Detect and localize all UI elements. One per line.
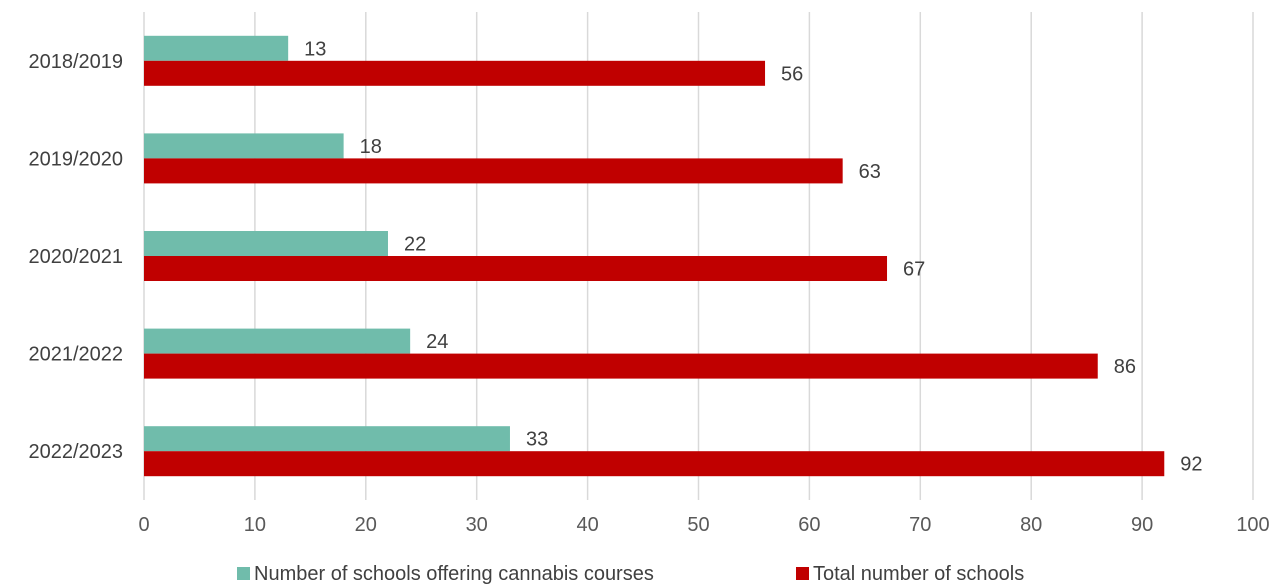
category-label: 2020/2021 xyxy=(28,246,123,268)
category-label: 2021/2022 xyxy=(28,344,123,366)
data-label: 13 xyxy=(304,38,326,60)
bar-total-2018/2019 xyxy=(144,60,766,86)
bar-courses-2020/2021 xyxy=(144,231,388,256)
legend-label: Total number of schools xyxy=(813,563,1024,585)
bar-courses-2021/2022 xyxy=(144,328,411,354)
category-label: 2019/2020 xyxy=(28,148,123,170)
bar-total-2021/2022 xyxy=(144,353,1098,379)
x-tick-label: 60 xyxy=(798,514,820,536)
bar-total-2019/2020 xyxy=(144,158,843,184)
data-label: 56 xyxy=(781,63,803,85)
legend-swatch xyxy=(796,567,809,580)
data-label: 67 xyxy=(903,259,925,281)
legend-label: Number of schools offering cannabis cour… xyxy=(254,563,654,585)
x-tick-label: 70 xyxy=(909,514,931,536)
data-label: 86 xyxy=(1114,356,1136,378)
x-tick-label: 100 xyxy=(1236,514,1269,536)
x-tick-label: 80 xyxy=(1020,514,1042,536)
bar-total-2020/2021 xyxy=(144,256,888,281)
x-tick-label: 50 xyxy=(687,514,709,536)
bar-total-2022/2023 xyxy=(144,451,1165,477)
bar-courses-2022/2023 xyxy=(144,426,510,452)
x-tick-label: 40 xyxy=(576,514,598,536)
data-label: 63 xyxy=(859,161,881,183)
data-label: 33 xyxy=(526,429,548,451)
bars xyxy=(144,35,1165,477)
legend-swatch xyxy=(237,567,250,580)
x-tick-label: 90 xyxy=(1131,514,1153,536)
category-label: 2018/2019 xyxy=(28,51,123,73)
data-label: 24 xyxy=(426,331,448,353)
x-tick-label: 0 xyxy=(138,514,149,536)
data-label: 92 xyxy=(1180,454,1202,476)
labels: 0 10 20 30 40 50 60 70 80 90 100 2018/2019 13 56 2019/… xyxy=(28,38,1269,536)
data-label: 22 xyxy=(404,234,426,256)
x-tick-label: 20 xyxy=(355,514,377,536)
bar-courses-2019/2020 xyxy=(144,133,344,159)
x-tick-label: 10 xyxy=(244,514,266,536)
legend: Number of schools offering cannabis cour… xyxy=(237,563,1024,585)
bar-courses-2018/2019 xyxy=(144,35,289,61)
data-label: 18 xyxy=(360,136,382,158)
x-tick-label: 30 xyxy=(466,514,488,536)
category-label: 2022/2023 xyxy=(28,441,123,463)
